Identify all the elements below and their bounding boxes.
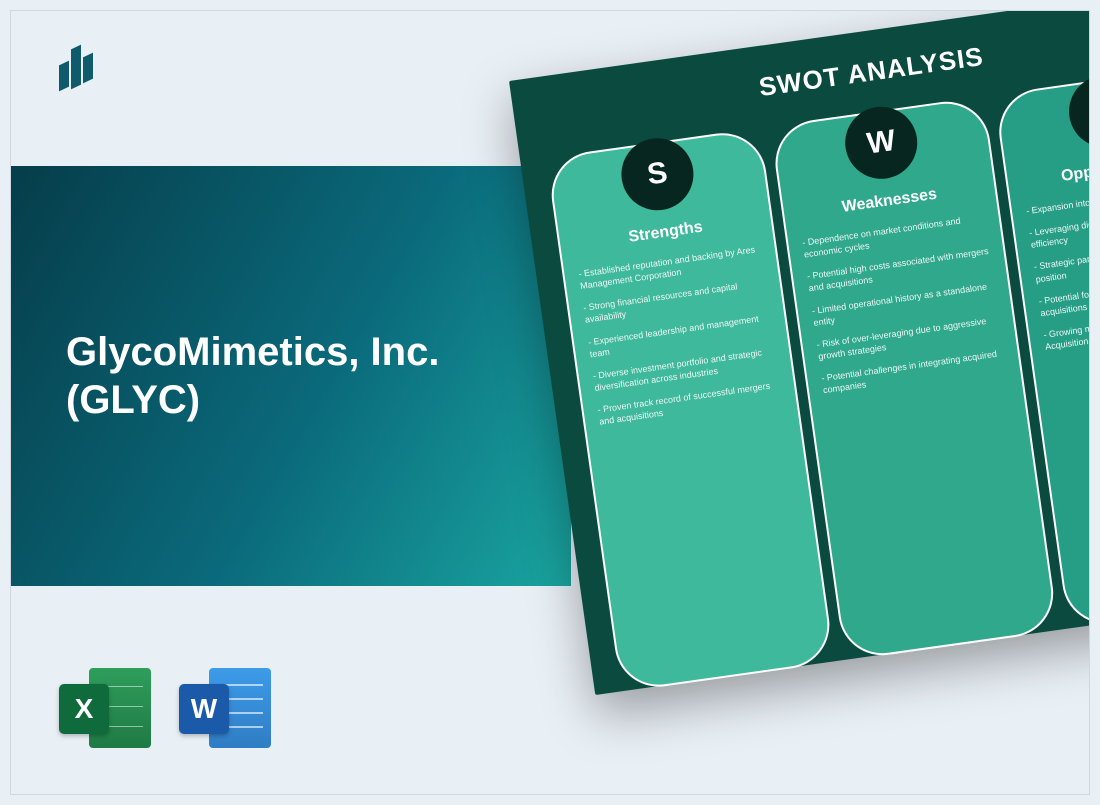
swot-letter-w: W <box>841 102 922 183</box>
swot-panel: SWOT ANALYSIS S Strengths Established re… <box>509 10 1090 695</box>
title-band: GlycoMimetics, Inc. (GLYC) <box>11 166 571 586</box>
excel-badge-letter: X <box>59 684 109 734</box>
file-format-icons: X W <box>59 662 271 754</box>
swot-letter-s: S <box>617 134 698 215</box>
company-title: GlycoMimetics, Inc. (GLYC) <box>66 328 541 424</box>
swot-heading-opportunities: Opportunities <box>1021 148 1090 191</box>
swot-list-strengths: Established reputation and backing by Ar… <box>578 243 783 428</box>
word-icon: W <box>179 662 271 754</box>
word-badge-letter: W <box>179 684 229 734</box>
card-frame: GlycoMimetics, Inc. (GLYC) X W SWOT ANAL… <box>10 10 1090 795</box>
excel-icon: X <box>59 662 151 754</box>
swot-letter-o: O <box>1064 71 1090 152</box>
swot-list-opportunities: Expansion into emerging sectors Leveragi… <box>1025 180 1090 353</box>
swot-list-weaknesses: Dependence on market conditions and econ… <box>802 211 1007 396</box>
swot-columns: S Strengths Established reputation and b… <box>546 65 1090 693</box>
brand-logo-icon <box>59 41 99 97</box>
